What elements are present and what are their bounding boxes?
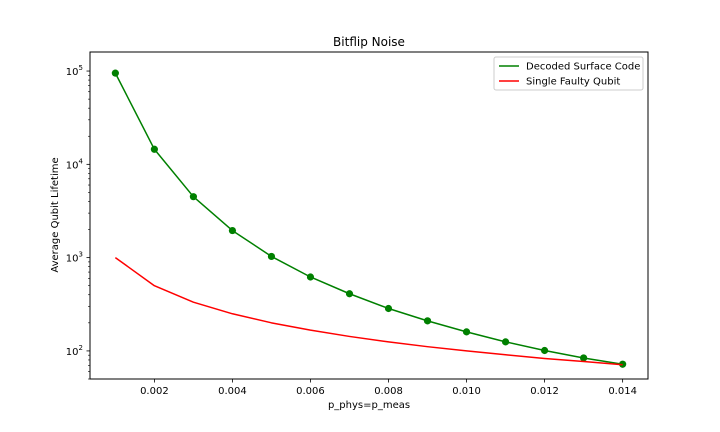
x-axis-label: p_phys=p_meas — [328, 400, 410, 411]
legend-box — [493, 56, 644, 91]
x-tick-label: 0.012 — [530, 386, 559, 397]
data-point — [306, 273, 315, 281]
legend-entry: Single Faulty Qubit — [526, 77, 620, 88]
y-axis: 102 103 104 105 — [66, 64, 90, 380]
plot-area — [89, 51, 649, 380]
data-point — [267, 252, 276, 261]
y-tick-label: 103 — [66, 251, 83, 265]
chart-title: Bitflip Noise — [333, 35, 405, 49]
chart-marks — [111, 69, 627, 368]
y-tick-label: 104 — [66, 157, 84, 171]
legend-entry: Decoded Surface Code — [526, 62, 640, 73]
data-point — [462, 328, 471, 336]
data-point — [384, 304, 393, 313]
y-tick-label: 102 — [66, 344, 83, 358]
data-point — [189, 193, 198, 201]
data-point — [111, 69, 119, 77]
x-tick-label: 0.006 — [296, 386, 325, 397]
legend: Decoded Surface Code Single Faulty Qubit — [493, 56, 644, 91]
x-tick-label: 0.008 — [374, 386, 403, 397]
y-axis-label: Average Qubit Lifetime — [50, 157, 61, 272]
x-axis: 0.002 0.004 0.006 0.008 0.010 0.012 0.014 — [140, 379, 637, 397]
x-tick-label: 0.004 — [218, 386, 247, 397]
x-tick-label: 0.002 — [140, 386, 169, 397]
data-point — [501, 338, 510, 346]
y-tick-label: 105 — [66, 64, 83, 78]
data-point — [228, 226, 237, 235]
series-line-1 — [114, 72, 623, 365]
x-tick-label: 0.014 — [608, 386, 637, 397]
series-line-2 — [114, 257, 623, 366]
data-point — [150, 145, 158, 153]
data-point — [345, 290, 354, 298]
x-tick-label: 0.010 — [452, 386, 481, 397]
data-point — [540, 346, 549, 355]
data-point — [580, 354, 588, 362]
plot-frame — [89, 51, 649, 380]
data-point — [423, 317, 432, 325]
